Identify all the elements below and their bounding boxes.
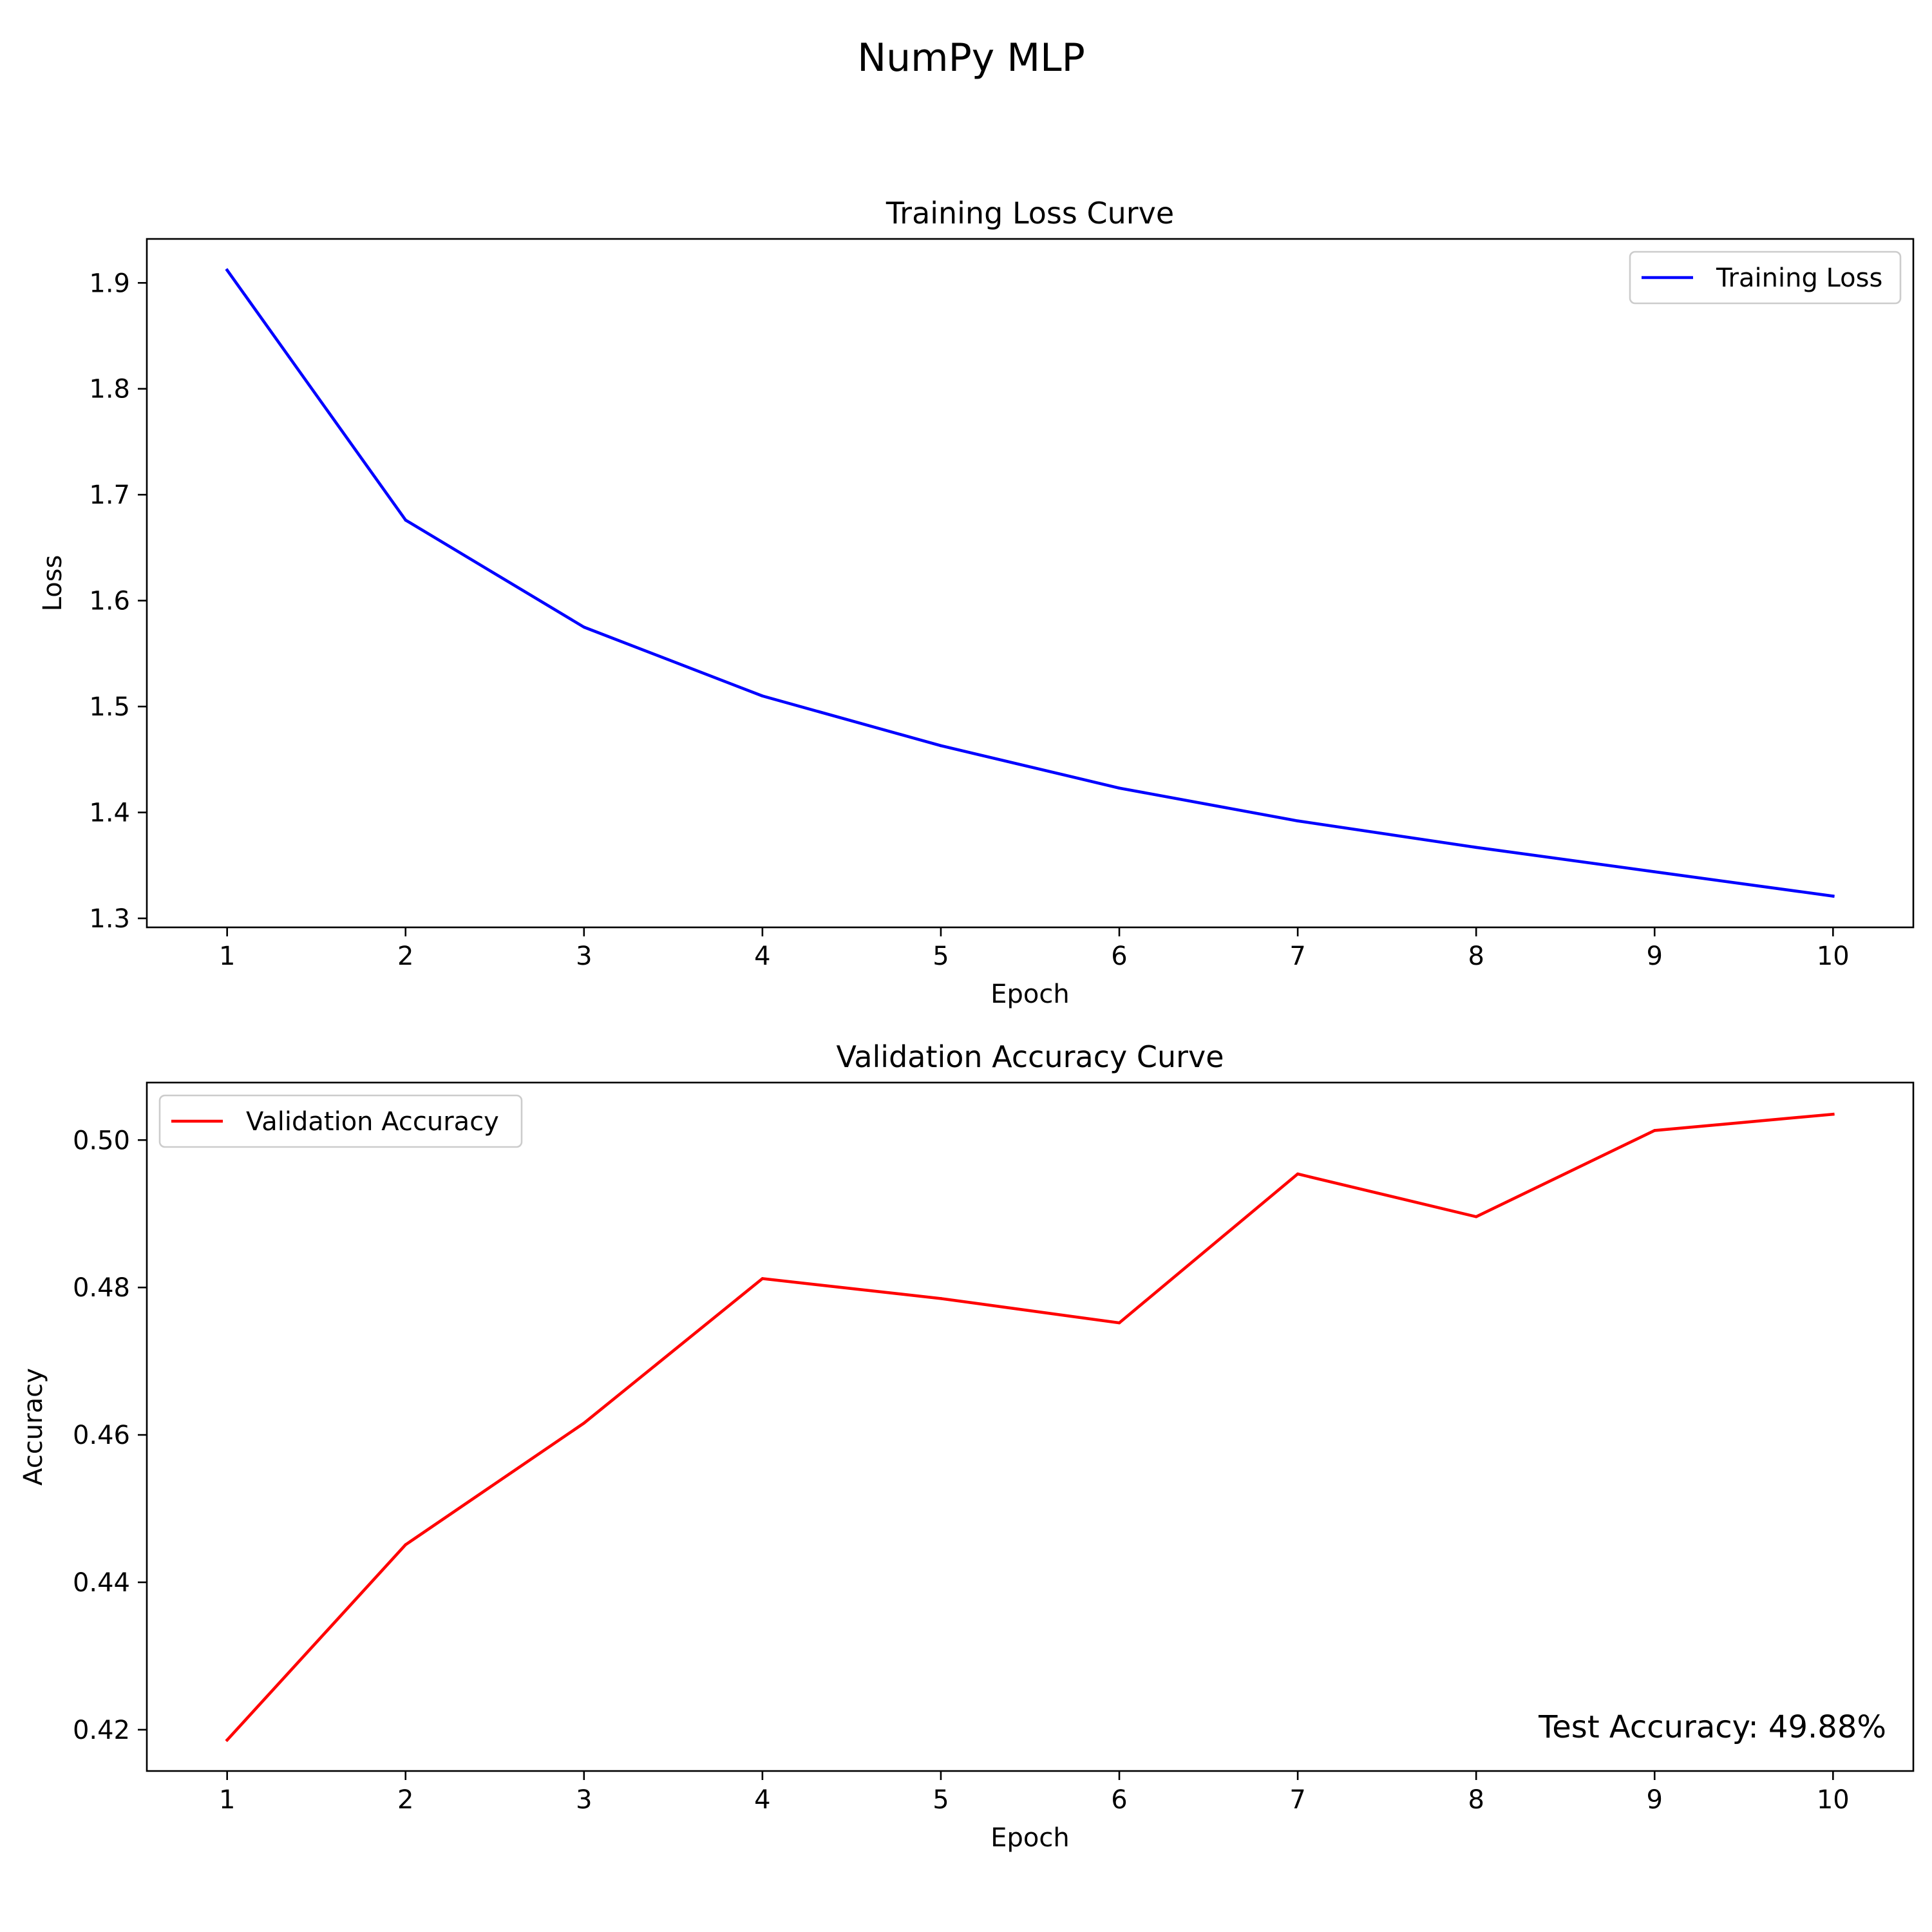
chart1-y-tick-label: 1.4 — [89, 799, 130, 828]
chart2-legend-box — [158, 1094, 523, 1148]
chart1-data-point — [1117, 786, 1121, 790]
chart1-data-point — [1296, 819, 1300, 823]
chart2-y-tick-label: 0.42 — [73, 1716, 130, 1745]
chart2-axes: Validation Accuracy Curve 1 2 3 4 5 6 7 8 9 10 0.42… — [19, 1039, 1915, 1853]
chart2-x-tick-label: 1 — [219, 1785, 235, 1815]
chart2-annotation: Test Accuracy: 49.88% — [1538, 1709, 1886, 1745]
chart2-x-tick-label: 3 — [576, 1785, 592, 1815]
axes-layer: Training Loss Curve 1 2 3 4 5 6 7 8 9 10 1.3 1.4 1.5 1… — [19, 196, 1915, 1853]
chart1-legend-box — [1629, 251, 1902, 305]
chart2-x-tick-label: 9 — [1647, 1785, 1663, 1815]
chart1-data-point — [404, 518, 408, 522]
chart1-x-tick-label: 9 — [1647, 942, 1663, 971]
chart2-data-point — [1653, 1129, 1656, 1132]
chart2-y-tick-label: 0.48 — [73, 1273, 130, 1303]
chart1-y-tick-label: 1.5 — [89, 692, 130, 722]
chart2-plot-frame — [146, 1081, 1915, 1772]
chart1-y-tick-label: 1.3 — [89, 904, 130, 934]
chart1-legend: Training Loss — [1629, 251, 1902, 305]
chart1-data-point — [225, 269, 229, 272]
chart1-x-tick-label: 1 — [219, 942, 235, 971]
chart2-x-tick-label: 4 — [754, 1785, 770, 1815]
chart2-data-point — [404, 1543, 408, 1546]
chart2-y-tick-label: 0.44 — [73, 1568, 130, 1598]
chart2-data-point — [939, 1297, 943, 1300]
chart1-data-point — [1832, 895, 1835, 898]
chart2-x-axis-label: Epoch — [990, 1823, 1069, 1853]
chart1-x-tick-label: 6 — [1111, 942, 1127, 971]
chart2-y-axis-label: Accuracy — [19, 1368, 48, 1486]
chart2-legend: Validation Accuracy — [158, 1094, 523, 1148]
figure-title: NumPy MLP — [857, 35, 1085, 80]
chart2-series-line — [225, 1112, 1835, 1743]
chart1-x-tick-label: 8 — [1468, 942, 1484, 971]
chart1-x-tick-label: 5 — [933, 942, 949, 971]
chart1-y-axis-label: Loss — [38, 555, 68, 612]
chart2-x-tick-label: 7 — [1289, 1785, 1305, 1815]
chart2-data-point — [1117, 1321, 1121, 1325]
chart1-plot-frame — [146, 238, 1915, 929]
chart2-x-tick-label: 8 — [1468, 1785, 1484, 1815]
chart1-data-point — [761, 694, 764, 697]
chart1-y-tick-label: 1.8 — [89, 375, 130, 404]
chart2-x-tick-label: 5 — [933, 1785, 949, 1815]
chart1-data-point — [1474, 846, 1478, 849]
chart1-x-axis-label: Epoch — [990, 980, 1069, 1009]
chart2-title: Validation Accuracy Curve — [836, 1039, 1224, 1074]
chart2-y-tick-label: 0.46 — [73, 1421, 130, 1450]
chart2-data-point — [1474, 1215, 1478, 1218]
chart1-x-tick-label: 4 — [754, 942, 770, 971]
chart2-x-tick-label: 6 — [1111, 1785, 1127, 1815]
chart1-x-tick-label: 10 — [1817, 942, 1850, 971]
chart1-axes: Training Loss Curve 1 2 3 4 5 6 7 8 9 10 1.3 1.4 1.5 1… — [38, 196, 1915, 1009]
chart1-y-tick-label: 1.6 — [89, 587, 130, 616]
chart2-x-tick-label: 10 — [1817, 1785, 1850, 1815]
chart2-data-point — [582, 1421, 586, 1425]
chart2-data-point — [761, 1277, 764, 1280]
chart1-x-tick-label: 3 — [576, 942, 592, 971]
chart1-series-line — [225, 268, 1835, 898]
chart1-y-tick-label: 1.7 — [89, 480, 130, 510]
chart1-title: Training Loss Curve — [886, 196, 1174, 231]
chart2-data-point — [225, 1738, 229, 1742]
chart1-data-point — [582, 625, 586, 629]
chart2-legend-label: Validation Accuracy — [246, 1107, 499, 1137]
chart1-x-tick-label: 2 — [397, 942, 413, 971]
chart2-y-tick-label: 0.50 — [73, 1126, 130, 1155]
chart1-y-tick-label: 1.9 — [89, 269, 130, 298]
chart1-x-tick-label: 7 — [1289, 942, 1305, 971]
chart1-legend-label: Training Loss — [1716, 263, 1882, 293]
chart1-data-point — [939, 744, 943, 748]
chart2-data-point — [1296, 1172, 1300, 1176]
chart1-data-point — [1653, 870, 1656, 873]
chart2-data-point — [1832, 1112, 1835, 1116]
chart2-x-tick-label: 2 — [397, 1785, 413, 1815]
